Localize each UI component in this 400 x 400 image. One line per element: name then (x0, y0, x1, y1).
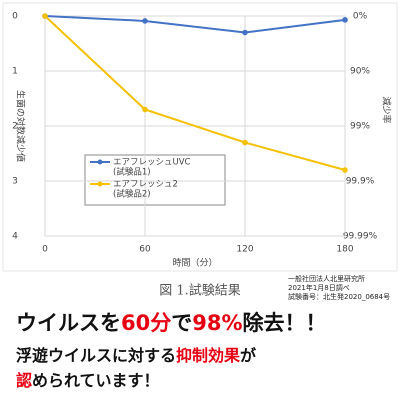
data-point (342, 167, 348, 173)
legend-label: エアフレッシュ2 (113, 180, 178, 190)
headline-part: 除去！！ (243, 311, 327, 335)
series-line (44, 15, 346, 171)
x-tick-label: 180 (336, 245, 353, 255)
y-tick-label: 3 (12, 177, 18, 187)
legend-swatch-dot (97, 159, 103, 165)
caption: 図 1.試験結果 (159, 283, 241, 299)
y2-tick-label: 90% (350, 67, 370, 77)
y-tick-label: 1 (12, 67, 18, 77)
x-tick-label: 60 (139, 245, 151, 255)
y-tick-label: 4 (12, 232, 18, 242)
y2-tick-label: 99% (350, 122, 370, 132)
subline-part: められています！ (32, 371, 160, 390)
source-note: 試験番号：北生発2020_0684号 (288, 292, 390, 301)
series-line (44, 15, 346, 34)
y-tick-label: 0 (12, 12, 18, 22)
data-point (142, 18, 148, 24)
subline-part: 抑制効果 (176, 346, 240, 365)
x-axis-label: 時間（分） (172, 258, 217, 269)
y2-axis-label: 減少率 (381, 96, 393, 123)
y-tick-label: 2 (12, 122, 18, 132)
y-axis-label: 生菌の対数減少値 (15, 90, 27, 162)
headline-part: 98% (192, 311, 242, 335)
data-point (142, 106, 148, 113)
headline: ウイルスを60分で98%除去！！ (16, 311, 327, 335)
headline-part: ウイルスを (16, 311, 121, 335)
data-point (242, 29, 248, 36)
y2-tick-label: 99.9% (346, 177, 375, 187)
subline-part: 認 (16, 371, 32, 390)
y2-tick-label: 99.99% (343, 232, 378, 242)
x-tick-label: 0 (42, 245, 48, 255)
source-note: 2021年1月8日調べ (288, 283, 350, 292)
subline: 浮遊ウイルスに対する抑制効果が (16, 346, 256, 365)
y2-tick-label: 0% (353, 12, 368, 22)
subline-part: 浮遊ウイルスに対する (16, 346, 176, 365)
legend (84, 154, 226, 206)
x-tick-label: 120 (236, 245, 253, 255)
source-note: 一般社団法人北里研究所 (288, 274, 365, 283)
legend-note: (試験品1) (113, 167, 151, 178)
chart-frame (2, 2, 398, 272)
subline: 認められています！ (16, 371, 160, 390)
legend-swatch-dot (97, 181, 103, 187)
data-point (42, 13, 48, 19)
legend-label: エアフレッシュUVC (113, 158, 191, 168)
subline-part: が (240, 346, 256, 365)
headline-part: で (171, 311, 192, 335)
headline-part: 60分 (121, 311, 171, 335)
data-point (242, 139, 248, 146)
legend-note: (試験品2) (113, 189, 151, 200)
data-point (342, 17, 348, 23)
